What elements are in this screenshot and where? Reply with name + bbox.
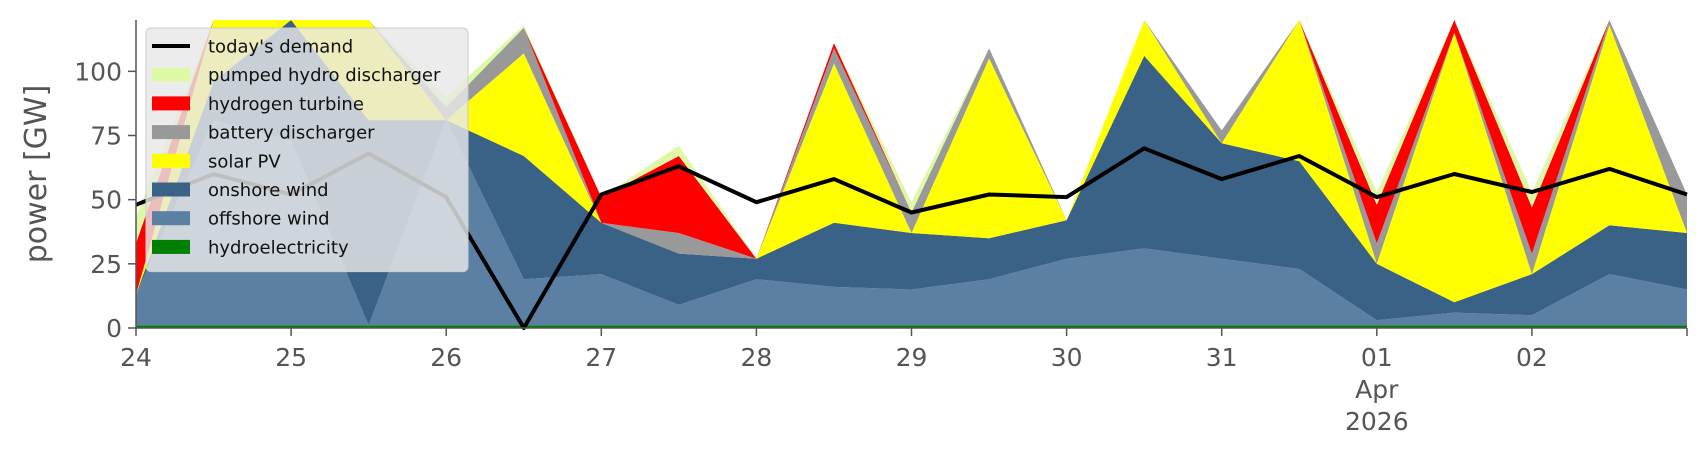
legend-item-solar-pv-label: solar PV bbox=[208, 151, 281, 172]
x-tick-label: 29 bbox=[896, 343, 928, 372]
x-tick-sublabel: 2026 bbox=[1345, 407, 1409, 436]
x-tick-label: 02 bbox=[1516, 343, 1548, 372]
series-area-offshore-wind bbox=[136, 120, 1687, 326]
series-area-solar-pv bbox=[136, 20, 1687, 303]
y-tick-label: 75 bbox=[90, 122, 122, 151]
legend-item-onshore-wind-label: onshore wind bbox=[208, 180, 329, 201]
series-area-battery-discharger bbox=[136, 20, 1687, 295]
x-tick-label: 30 bbox=[1051, 343, 1083, 372]
legend-item-battery-discharger-swatch bbox=[152, 125, 190, 140]
x-tick-label: 27 bbox=[585, 343, 617, 372]
legend-item-offshore-wind-swatch bbox=[152, 211, 190, 226]
legend-item-onshore-wind-swatch bbox=[152, 182, 190, 197]
legend: today's demand pumped hydro discharger hyd… bbox=[145, 27, 469, 273]
legend-item-offshore-wind-label: offshore wind bbox=[208, 209, 330, 230]
series-area-onshore-wind bbox=[136, 20, 1687, 326]
legend-item-battery-discharger-label: battery discharger bbox=[208, 123, 375, 144]
legend-box bbox=[145, 27, 469, 273]
y-tick-label: 0 bbox=[106, 314, 122, 343]
x-tick-label: 31 bbox=[1206, 343, 1238, 372]
y-tick-label: 100 bbox=[74, 57, 122, 86]
x-tick-label: 26 bbox=[430, 343, 462, 372]
legend-item-today-s-demand-label: today's demand bbox=[208, 37, 353, 58]
y-tick-label: 25 bbox=[90, 250, 122, 279]
y-tick-label: 50 bbox=[90, 186, 122, 215]
y-axis-label: power [GW] bbox=[19, 85, 54, 264]
x-tick-label: 01 bbox=[1361, 343, 1393, 372]
x-tick-label: 25 bbox=[275, 343, 307, 372]
legend-item-hydroelectricity-label: hydroelectricity bbox=[208, 237, 349, 258]
x-tick-sublabel: Apr bbox=[1355, 375, 1399, 404]
legend-item-solar-pv-swatch bbox=[152, 153, 190, 168]
axes-layer: 0 25 50 75 100 24 25 26 27 28 29 30 31 01 Apr 2026 02 bbox=[74, 20, 1688, 436]
x-tick-label: 28 bbox=[740, 343, 772, 372]
legend-item-hydroelectricity-swatch bbox=[152, 239, 190, 254]
legend-item-hydrogen-turbine-label: hydrogen turbine bbox=[208, 94, 364, 115]
x-tick-label: 24 bbox=[120, 343, 152, 372]
legend-item-pumped-hydro-discharger-label: pumped hydro discharger bbox=[208, 65, 441, 86]
legend-item-hydrogen-turbine-swatch bbox=[152, 96, 190, 111]
legend-item-pumped-hydro-discharger-swatch bbox=[152, 67, 190, 82]
